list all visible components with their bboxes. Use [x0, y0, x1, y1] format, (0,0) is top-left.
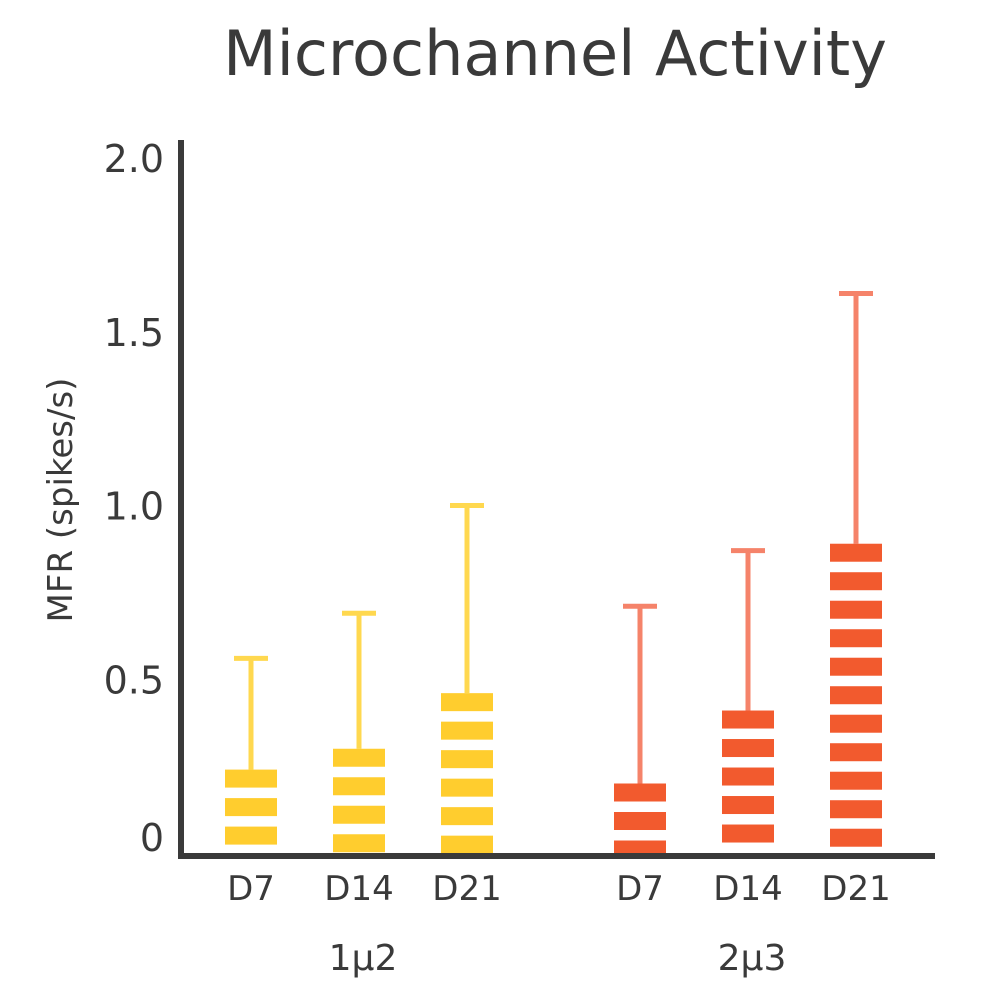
group-label: 2μ3	[718, 938, 787, 979]
bar-segment	[614, 812, 666, 830]
bar-segment	[333, 777, 385, 796]
category-label: D21	[432, 869, 501, 909]
bar	[441, 693, 493, 853]
group-label: 1μ2	[329, 938, 398, 979]
bar-segment	[333, 805, 385, 824]
bar-segment	[830, 800, 882, 819]
bar-segment	[333, 834, 385, 853]
category-label: D21	[821, 869, 890, 909]
category-label: D7	[616, 869, 664, 909]
bar-segment	[441, 693, 493, 712]
bar-segment	[441, 807, 493, 826]
bar-segment	[722, 710, 774, 729]
bar-segment	[722, 824, 774, 843]
group-labels: 1μ2 2μ3	[329, 938, 787, 979]
bar-segment	[830, 743, 882, 762]
bar-segment	[830, 828, 882, 847]
bar-segment	[830, 686, 882, 705]
bar-segment	[225, 826, 277, 845]
bar-segment	[830, 714, 882, 733]
category-label: D7	[227, 869, 275, 909]
bar-segment	[830, 572, 882, 591]
category-label: D14	[324, 869, 393, 909]
bar	[722, 710, 774, 843]
bar-segment	[441, 721, 493, 740]
category-label: D14	[713, 869, 782, 909]
bar	[614, 783, 666, 853]
y-tick-label: 0	[140, 816, 164, 860]
bar-segment	[830, 629, 882, 648]
y-tick-label: 1.5	[104, 311, 164, 355]
bar	[225, 769, 277, 845]
bar	[830, 543, 882, 847]
chart-title: Microchannel Activity	[223, 17, 887, 90]
bar-segment	[722, 796, 774, 815]
bar	[333, 748, 385, 853]
bar-segment	[225, 798, 277, 817]
bar-segment	[830, 600, 882, 619]
bar-segment	[333, 748, 385, 767]
bar-segment	[441, 750, 493, 769]
bar-segment	[722, 767, 774, 786]
bar-segment	[614, 783, 666, 802]
y-axis-label: MFR (spikes/s)	[41, 378, 81, 623]
y-tick-label: 0.5	[104, 658, 164, 702]
bar-segment	[830, 543, 882, 562]
y-tick-label: 2.0	[104, 137, 164, 181]
bar-segment	[614, 840, 666, 853]
y-tick-label: 1.0	[104, 485, 164, 529]
y-axis-ticks: 0 0.5 1.0 1.5 2.0	[104, 137, 164, 860]
bar-segment	[830, 657, 882, 676]
bar-segment	[441, 835, 493, 853]
bar-segment	[225, 769, 277, 788]
bar-segment	[830, 771, 882, 790]
category-labels: D7 D14 D21 D7 D14 D21	[227, 869, 891, 909]
bars	[225, 291, 882, 853]
bar-segment	[722, 739, 774, 758]
bar-segment	[441, 778, 493, 797]
